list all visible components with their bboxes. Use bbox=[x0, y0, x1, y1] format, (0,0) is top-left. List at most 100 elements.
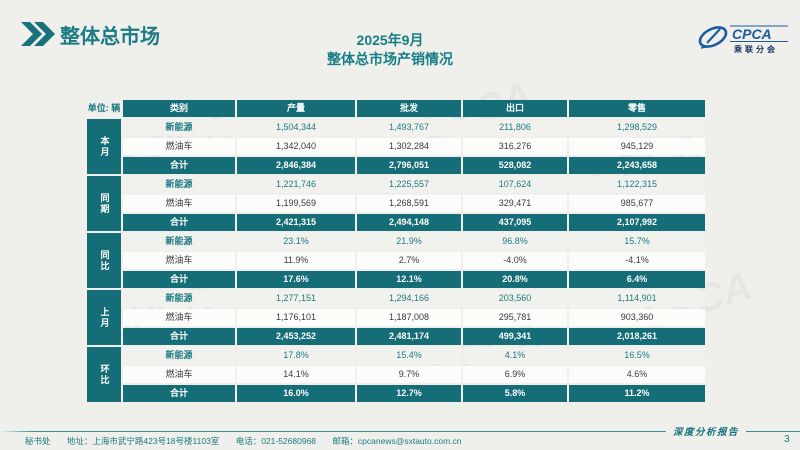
table-row: 本月 新能源 1,504,344 1,493,767 211,806 1,298,529 bbox=[87, 119, 705, 174]
value-cell: 1,298,529 bbox=[569, 119, 705, 136]
table-row: 合计 2,846,384 2,796,051 528,082 2,243,658 bbox=[87, 157, 705, 174]
category-cell: 燃油车 bbox=[123, 366, 235, 383]
value-cell: 5.8% bbox=[463, 385, 567, 402]
category-cell: 合计 bbox=[123, 157, 235, 174]
category-cell: 合计 bbox=[123, 385, 235, 402]
table-row: 燃油车 1,199,569 1,268,591 329,471 985,677 bbox=[87, 195, 705, 212]
value-cell: 528,082 bbox=[463, 157, 567, 174]
value-cell: 1,493,767 bbox=[357, 119, 461, 136]
section-label: 同比 bbox=[87, 233, 121, 288]
section-label: 环比 bbox=[87, 347, 121, 402]
value-cell: 1,225,557 bbox=[357, 176, 461, 193]
section-label: 本月 bbox=[87, 119, 121, 174]
value-cell: 499,341 bbox=[463, 328, 567, 345]
value-cell: 2,481,174 bbox=[357, 328, 461, 345]
value-cell: 96.8% bbox=[463, 233, 567, 250]
cpca-logo-oval bbox=[698, 26, 728, 49]
table-row: 合计 2,421,315 2,494,148 437,095 2,107,992 bbox=[87, 214, 705, 231]
category-cell: 合计 bbox=[123, 214, 235, 231]
value-cell: 2,421,315 bbox=[237, 214, 355, 231]
value-cell: 2,796,051 bbox=[357, 157, 461, 174]
category-cell: 新能源 bbox=[123, 347, 235, 364]
value-cell: 6.4% bbox=[569, 271, 705, 288]
page-number: 3 bbox=[784, 434, 790, 445]
category-cell: 燃油车 bbox=[123, 138, 235, 155]
report-type-label: 深度分析报告 bbox=[666, 424, 747, 438]
value-cell: 16.5% bbox=[569, 347, 705, 364]
category-cell: 新能源 bbox=[123, 233, 235, 250]
value-cell: 17.6% bbox=[237, 271, 355, 288]
value-cell: 316,276 bbox=[463, 138, 567, 155]
value-cell: 20.8% bbox=[463, 271, 567, 288]
slide-title-date: 2025年9月 bbox=[356, 32, 424, 48]
value-cell: 2,018,261 bbox=[569, 328, 705, 345]
value-cell: 2,494,148 bbox=[357, 214, 461, 231]
page-title: 整体总市场 bbox=[60, 26, 160, 48]
value-cell: 1,342,040 bbox=[237, 138, 355, 155]
table-row: 燃油车 11.9% 2.7% -4.0% -4.1% bbox=[87, 252, 705, 269]
table-row: 同比 新能源 23.1% 21.9% 96.8% 15.7% bbox=[87, 233, 705, 288]
column-header-production: 产量 bbox=[237, 100, 355, 117]
section-label: 同期 bbox=[87, 176, 121, 231]
value-cell: 14.1% bbox=[237, 366, 355, 383]
svg-text:乘联分会: 乘联分会 bbox=[733, 44, 778, 54]
value-cell: 2,243,658 bbox=[569, 157, 705, 174]
value-cell: 1,504,344 bbox=[237, 119, 355, 136]
value-cell: 2,453,252 bbox=[237, 328, 355, 345]
table-row: 合计 16.0% 12.7% 5.8% 11.2% bbox=[87, 385, 705, 402]
table-row: 合计 2,453,252 2,481,174 499,341 2,018,261 bbox=[87, 328, 705, 345]
value-cell: 2.7% bbox=[357, 252, 461, 269]
column-header-retail: 零售 bbox=[569, 100, 705, 117]
section-label: 上月 bbox=[87, 290, 121, 345]
value-cell: 1,187,008 bbox=[357, 309, 461, 326]
value-cell: 1,294,166 bbox=[357, 290, 461, 307]
value-cell: 1,268,591 bbox=[357, 195, 461, 212]
table-row: 燃油车 1,176,101 1,187,008 295,781 903,360 bbox=[87, 309, 705, 326]
value-cell: -4.0% bbox=[463, 252, 567, 269]
value-cell: 945,129 bbox=[569, 138, 705, 155]
value-cell: 437,095 bbox=[463, 214, 567, 231]
table-row: 燃油车 1,342,040 1,302,284 316,276 945,129 bbox=[87, 138, 705, 155]
category-cell: 新能源 bbox=[123, 290, 235, 307]
value-cell: 9.7% bbox=[357, 366, 461, 383]
value-cell: 1,114,901 bbox=[569, 290, 705, 307]
value-cell: 1,122,315 bbox=[569, 176, 705, 193]
value-cell: 107,624 bbox=[463, 176, 567, 193]
double-chevron-icon bbox=[21, 22, 57, 51]
market-table: 单位: 辆 类别 产量 批发 出口 零售 本月 新能源 1,504,344 1,493… bbox=[85, 98, 707, 404]
value-cell: 11.2% bbox=[569, 385, 705, 402]
value-cell: 1,277,151 bbox=[237, 290, 355, 307]
value-cell: 11.9% bbox=[237, 252, 355, 269]
svg-text:CPCA: CPCA bbox=[732, 26, 772, 42]
value-cell: 2,107,992 bbox=[569, 214, 705, 231]
value-cell: 1,176,101 bbox=[237, 309, 355, 326]
value-cell: 903,360 bbox=[569, 309, 705, 326]
table-row: 同期 新能源 1,221,746 1,225,557 107,624 1,122,315 bbox=[87, 176, 705, 231]
table-row: 燃油车 14.1% 9.7% 6.9% 4.6% bbox=[87, 366, 705, 383]
table-row: 上月 新能源 1,277,151 1,294,166 203,560 1,114,901 bbox=[87, 290, 705, 345]
table-body: 本月 新能源 1,504,344 1,493,767 211,806 1,298,529 燃… bbox=[87, 119, 705, 402]
footer-phone: 电话：021-52680968 bbox=[235, 436, 317, 446]
column-header-wholesale: 批发 bbox=[357, 100, 461, 117]
column-header-export: 出口 bbox=[463, 100, 567, 117]
value-cell: 21.9% bbox=[357, 233, 461, 250]
value-cell: 15.7% bbox=[569, 233, 705, 250]
category-cell: 燃油车 bbox=[123, 195, 235, 212]
category-cell: 新能源 bbox=[123, 119, 235, 136]
table-row: 合计 17.6% 12.1% 20.8% 6.4% bbox=[87, 271, 705, 288]
value-cell: 12.7% bbox=[357, 385, 461, 402]
category-cell: 合计 bbox=[123, 328, 235, 345]
value-cell: 329,471 bbox=[463, 195, 567, 212]
value-cell: 295,781 bbox=[463, 309, 567, 326]
value-cell: -4.1% bbox=[569, 252, 705, 269]
value-cell: 4.1% bbox=[463, 347, 567, 364]
category-cell: 燃油车 bbox=[123, 309, 235, 326]
table-header-row: 单位: 辆 类别 产量 批发 出口 零售 bbox=[87, 100, 705, 117]
footer-contact: 秘书处 地址：上海市武宁路423号18号楼1103室 电话：021-526809… bbox=[25, 435, 476, 447]
table-row: 环比 新能源 17.8% 15.4% 4.1% 16.5% bbox=[87, 347, 705, 402]
footer-email: 邮箱：cpcanews@sxtauto.com.cn bbox=[332, 436, 462, 446]
value-cell: 985,677 bbox=[569, 195, 705, 212]
value-cell: 23.1% bbox=[237, 233, 355, 250]
value-cell: 211,806 bbox=[463, 119, 567, 136]
footer-address: 地址：上海市武宁路423号18号楼1103室 bbox=[66, 436, 220, 446]
